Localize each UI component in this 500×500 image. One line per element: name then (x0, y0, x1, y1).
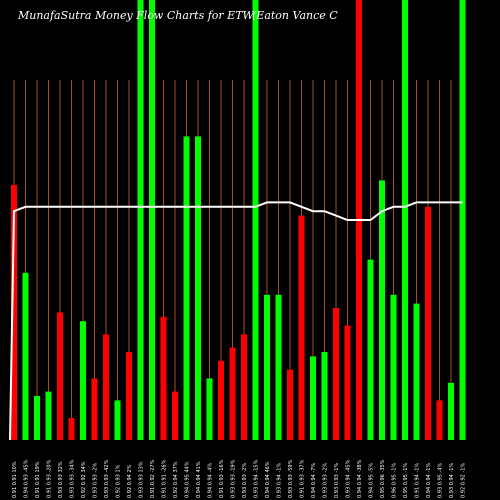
x-tick-label: 0.93 0.93 -59% (288, 459, 294, 498)
x-tick-label: 0.95 0.95 -1% (403, 463, 409, 498)
money-flow-bar (172, 391, 178, 440)
x-tick-label: 0.92 0.94 2% (127, 464, 133, 498)
x-tick-label: 0.93 0.94 -1% (277, 463, 283, 498)
x-tick-label: 0.93 0.93 -34% (70, 459, 76, 498)
x-tick-labels: 0.91 0.91 10% 0.94 0.93 -45% 0.91 0.91 19%… (12, 459, 467, 498)
x-tick-label: 0.96 0.95 -1% (392, 463, 398, 498)
money-flow-bar (11, 184, 17, 440)
money-flow-bar (160, 316, 167, 440)
money-flow-bar (367, 259, 374, 440)
x-tick-label: 0.91 0.93 -37% (300, 459, 306, 498)
money-flow-bars (11, 0, 466, 440)
money-flow-bar (275, 294, 282, 440)
x-tick-label: 0.92 0.92 -1% (461, 463, 467, 498)
money-flow-bar (321, 352, 328, 440)
money-flow-bar (218, 360, 224, 440)
money-flow-bar (206, 378, 213, 440)
x-tick-label: 0.94 0.95 -5% (369, 463, 375, 498)
money-flow-bar (390, 294, 397, 440)
average-line (9, 201, 463, 441)
money-flow-bar (183, 136, 190, 440)
x-tick-label: 0.93 0.93 -2% (323, 463, 329, 498)
money-flow-bar (149, 0, 155, 440)
x-tick-label: 0.94 0.94 -38% (357, 459, 363, 498)
x-tick-label: 0.91 0.91 -26% (162, 459, 168, 498)
x-tick-label: 0.93 0.94 -15% (254, 459, 260, 498)
money-flow-bar (413, 303, 420, 440)
money-flow-bar (287, 369, 293, 440)
money-flow-bar (333, 308, 339, 440)
money-flow-bar (45, 391, 52, 440)
x-tick-label: 0.91 0.93 -16% (219, 459, 225, 498)
money-flow-bar (103, 334, 109, 440)
money-flow-bar (459, 0, 466, 440)
x-tick-label: 0.91 0.94 -1% (415, 463, 421, 498)
x-tick-label: 0.93 0.93 32% (58, 461, 64, 498)
chart-title: MunafaSutra Money Flow Charts for ETW (17, 9, 256, 22)
x-tick-label: 0.94 0.94 46% (265, 461, 271, 498)
money-flow-bar (379, 180, 385, 440)
money-flow-bar (80, 321, 86, 440)
x-tick-label: 0.91 0.92 -27% (150, 459, 156, 498)
x-tick-label: 0.94 0.95 44% (185, 461, 191, 498)
x-tick-label: 0.91 0.93 -20% (47, 459, 53, 498)
x-tick-label: 0.93 0.93 -1% (334, 463, 340, 498)
money-flow-bar (91, 378, 98, 440)
money-flow-bar (298, 215, 305, 440)
x-tick-label: 0.94 0.94 -4% (208, 463, 214, 498)
x-tick-label: 0.94 0.93 -45% (24, 459, 30, 498)
money-flow-bar (68, 418, 75, 440)
money-flow-bar (425, 206, 431, 440)
money-flow-bar (252, 0, 259, 440)
x-tick-label: 0.92 0.92 34% (81, 461, 87, 498)
money-flow-bar (137, 0, 144, 440)
money-flow-bar (57, 312, 63, 440)
x-tick-label: 0.92 0.93 1% (116, 464, 122, 498)
money-flow-bar (22, 272, 29, 440)
x-tick-label: 0.93 0.95 -4% (438, 463, 444, 498)
money-flow-bar (229, 347, 236, 440)
money-flow-bar (241, 334, 247, 440)
x-tick-label: 0.91 0.91 19% (35, 461, 41, 498)
money-flow-bar (402, 0, 408, 440)
money-flow-bar (436, 400, 443, 440)
x-tick-label: 0.93 0.94 -1% (449, 463, 455, 498)
x-tick-label: 0.95 0.96 -35% (380, 459, 386, 498)
x-tick-label: 0.94 0.94 -7% (311, 463, 317, 498)
x-tick-label: 0.92 0.94 37% (173, 461, 179, 498)
x-tick-label: 0.93 0.94 -45% (346, 459, 352, 498)
money-flow-bar (344, 325, 351, 440)
x-tick-label: 0.93 0.93 -2% (242, 463, 248, 498)
x-tick-label: 0.93 0.93 -42% (104, 459, 110, 498)
chart-subtitle: (Eaton Vance C (252, 9, 338, 22)
x-tick-label: 0.93 0.93 -19% (231, 459, 237, 498)
money-flow-bar (126, 352, 132, 440)
money-flow-bar (264, 294, 270, 440)
money-flow-bar (448, 382, 454, 440)
x-tick-label: 0.94 0.94 41% (196, 461, 202, 498)
money-flow-bar (114, 400, 121, 440)
x-tick-label: 0.91 0.91 10% (12, 461, 18, 498)
x-tick-label: 0.93 0.93 13% (139, 461, 145, 498)
money-flow-bar (310, 356, 316, 440)
money-flow-bar (34, 396, 40, 440)
x-tick-label: 0.94 0.94 -1% (426, 463, 432, 498)
x-tick-label: 0.93 0.93 -2% (93, 463, 99, 498)
money-flow-bar (195, 136, 201, 440)
